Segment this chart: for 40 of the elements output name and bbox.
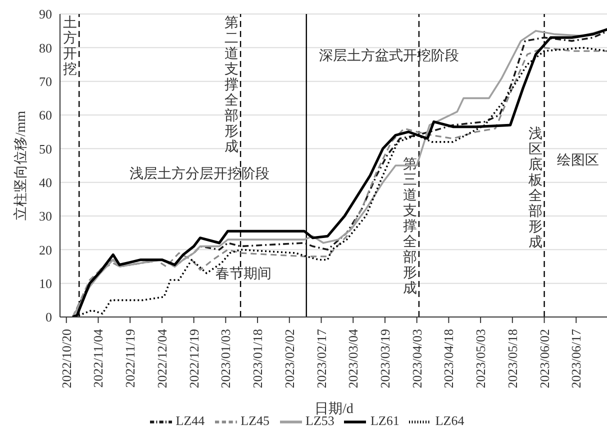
x-tick-label: 2022/11/19 [122,329,138,388]
annotation: 浅层土方分层开挖阶段 [130,166,270,182]
x-tick-label: 2023/01/18 [250,329,266,388]
x-tick-label: 2023/02/02 [282,329,297,388]
x-tick-label: 2023/04/18 [441,329,456,388]
x-tick-label: 2023/04/03 [409,329,424,388]
x-tick-label: 2023/05/03 [473,329,488,388]
x-tick-label: 2023/01/03 [218,329,234,388]
legend-label: LZ64 [435,412,464,428]
x-tick-label: 2022/10/20 [58,329,74,388]
legend-label: LZ44 [176,412,205,428]
x-tick-label: 2023/06/02 [536,329,552,388]
y-tick-label: 50 [39,141,52,156]
x-tick-label: 2022/12/19 [186,329,202,388]
y-tick-label: 60 [39,108,52,123]
x-tick-label: 2023/06/17 [568,328,584,388]
legend-label: LZ61 [370,412,400,428]
y-tick-label: 30 [39,208,52,224]
y-tick-label: 0 [46,310,52,325]
x-tick-label: 2023/03/19 [377,329,392,388]
ref-line-label: 浅区底板全部形成 [527,126,542,251]
ref-line-label: 土方开挖 [63,15,78,78]
y-tick-label: 90 [39,6,52,22]
y-tick-label: 80 [39,40,52,56]
y-axis-title: 立柱竖向位移/mm [12,110,29,220]
y-tick-label: 10 [39,276,52,291]
x-axis-title: 日期/d [314,401,354,417]
text: 第二道支撑全部形成 [224,16,239,155]
annotation: 绘图区 [556,152,599,168]
annotation: 春节期间 [216,266,272,282]
x-tick-label: 2023/02/17 [314,328,329,388]
x-tick-label: 2023/03/04 [346,328,361,388]
y-tick-label: 70 [39,74,52,89]
annotation: 深层土方盆式开挖阶段 [318,48,459,64]
y-tick-label: 20 [39,242,52,258]
y-tick-label: 40 [39,174,52,190]
legend-label: LZ45 [240,412,270,428]
x-tick-label: 2022/12/04 [154,328,170,388]
x-tick-label: 2023/05/18 [504,329,520,388]
x-tick-label: 2022/11/04 [90,328,106,388]
